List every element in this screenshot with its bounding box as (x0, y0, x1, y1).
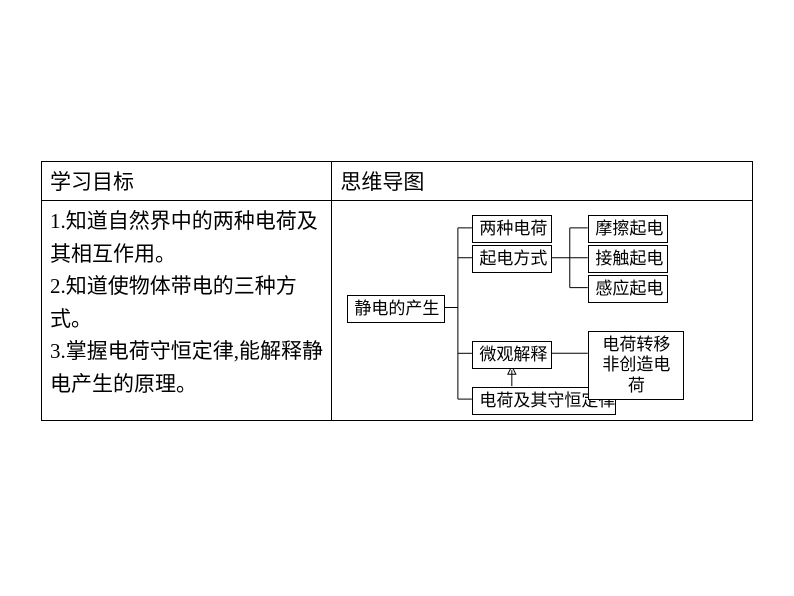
obj2-text: .知道使物体带电的三种方式。 (50, 274, 297, 331)
node-two-types: 两种电荷 (472, 215, 552, 243)
obj3-text: .掌握电荷守恒定律,能解释静电产生的原理。 (50, 339, 323, 396)
header-objectives-text: 学习目标 (50, 170, 134, 194)
node-friction-text: 摩擦起电 (595, 219, 663, 238)
node-micro: 微观解释 (472, 341, 552, 369)
node-methods-text: 起电方式 (479, 249, 547, 268)
node-transfer-l2: 非创造电荷 (602, 355, 670, 394)
node-contact: 接触起电 (588, 245, 668, 273)
header-objectives: 学习目标 (42, 162, 332, 201)
header-mindmap: 思维导图 (332, 162, 753, 201)
mindmap-canvas: 静电的产生 两种电荷 起电方式 微观解释 电荷及其守恒定律 摩擦起电 (332, 201, 752, 420)
node-induction: 感应起电 (588, 275, 668, 303)
node-transfer: 电荷转移 非创造电荷 (588, 331, 684, 400)
node-two-types-text: 两种电荷 (479, 219, 547, 238)
node-root-text: 静电的产生 (354, 299, 439, 318)
node-friction: 摩擦起电 (588, 215, 668, 243)
node-induction-text: 感应起电 (595, 279, 663, 298)
mindmap-cell: 静电的产生 两种电荷 起电方式 微观解释 电荷及其守恒定律 摩擦起电 (332, 201, 753, 421)
header-mindmap-text: 思维导图 (340, 170, 424, 194)
node-micro-text: 微观解释 (479, 345, 547, 364)
obj1-num: 1 (50, 209, 61, 233)
obj1-text: .知道自然界中的两种电荷及其相互作用。 (50, 209, 318, 266)
objectives-cell: 1.知道自然界中的两种电荷及其相互作用。 2.知道使物体带电的三种方式。 3.掌… (42, 201, 332, 421)
obj3-num: 3 (50, 339, 61, 363)
node-root: 静电的产生 (347, 295, 445, 323)
obj2-num: 2 (50, 274, 61, 298)
node-methods: 起电方式 (472, 245, 552, 273)
content-table: 学习目标 思维导图 1.知道自然界中的两种电荷及其相互作用。 2.知道使物体带电… (41, 161, 753, 421)
node-transfer-l1: 电荷转移 (602, 335, 670, 354)
node-contact-text: 接触起电 (595, 249, 663, 268)
